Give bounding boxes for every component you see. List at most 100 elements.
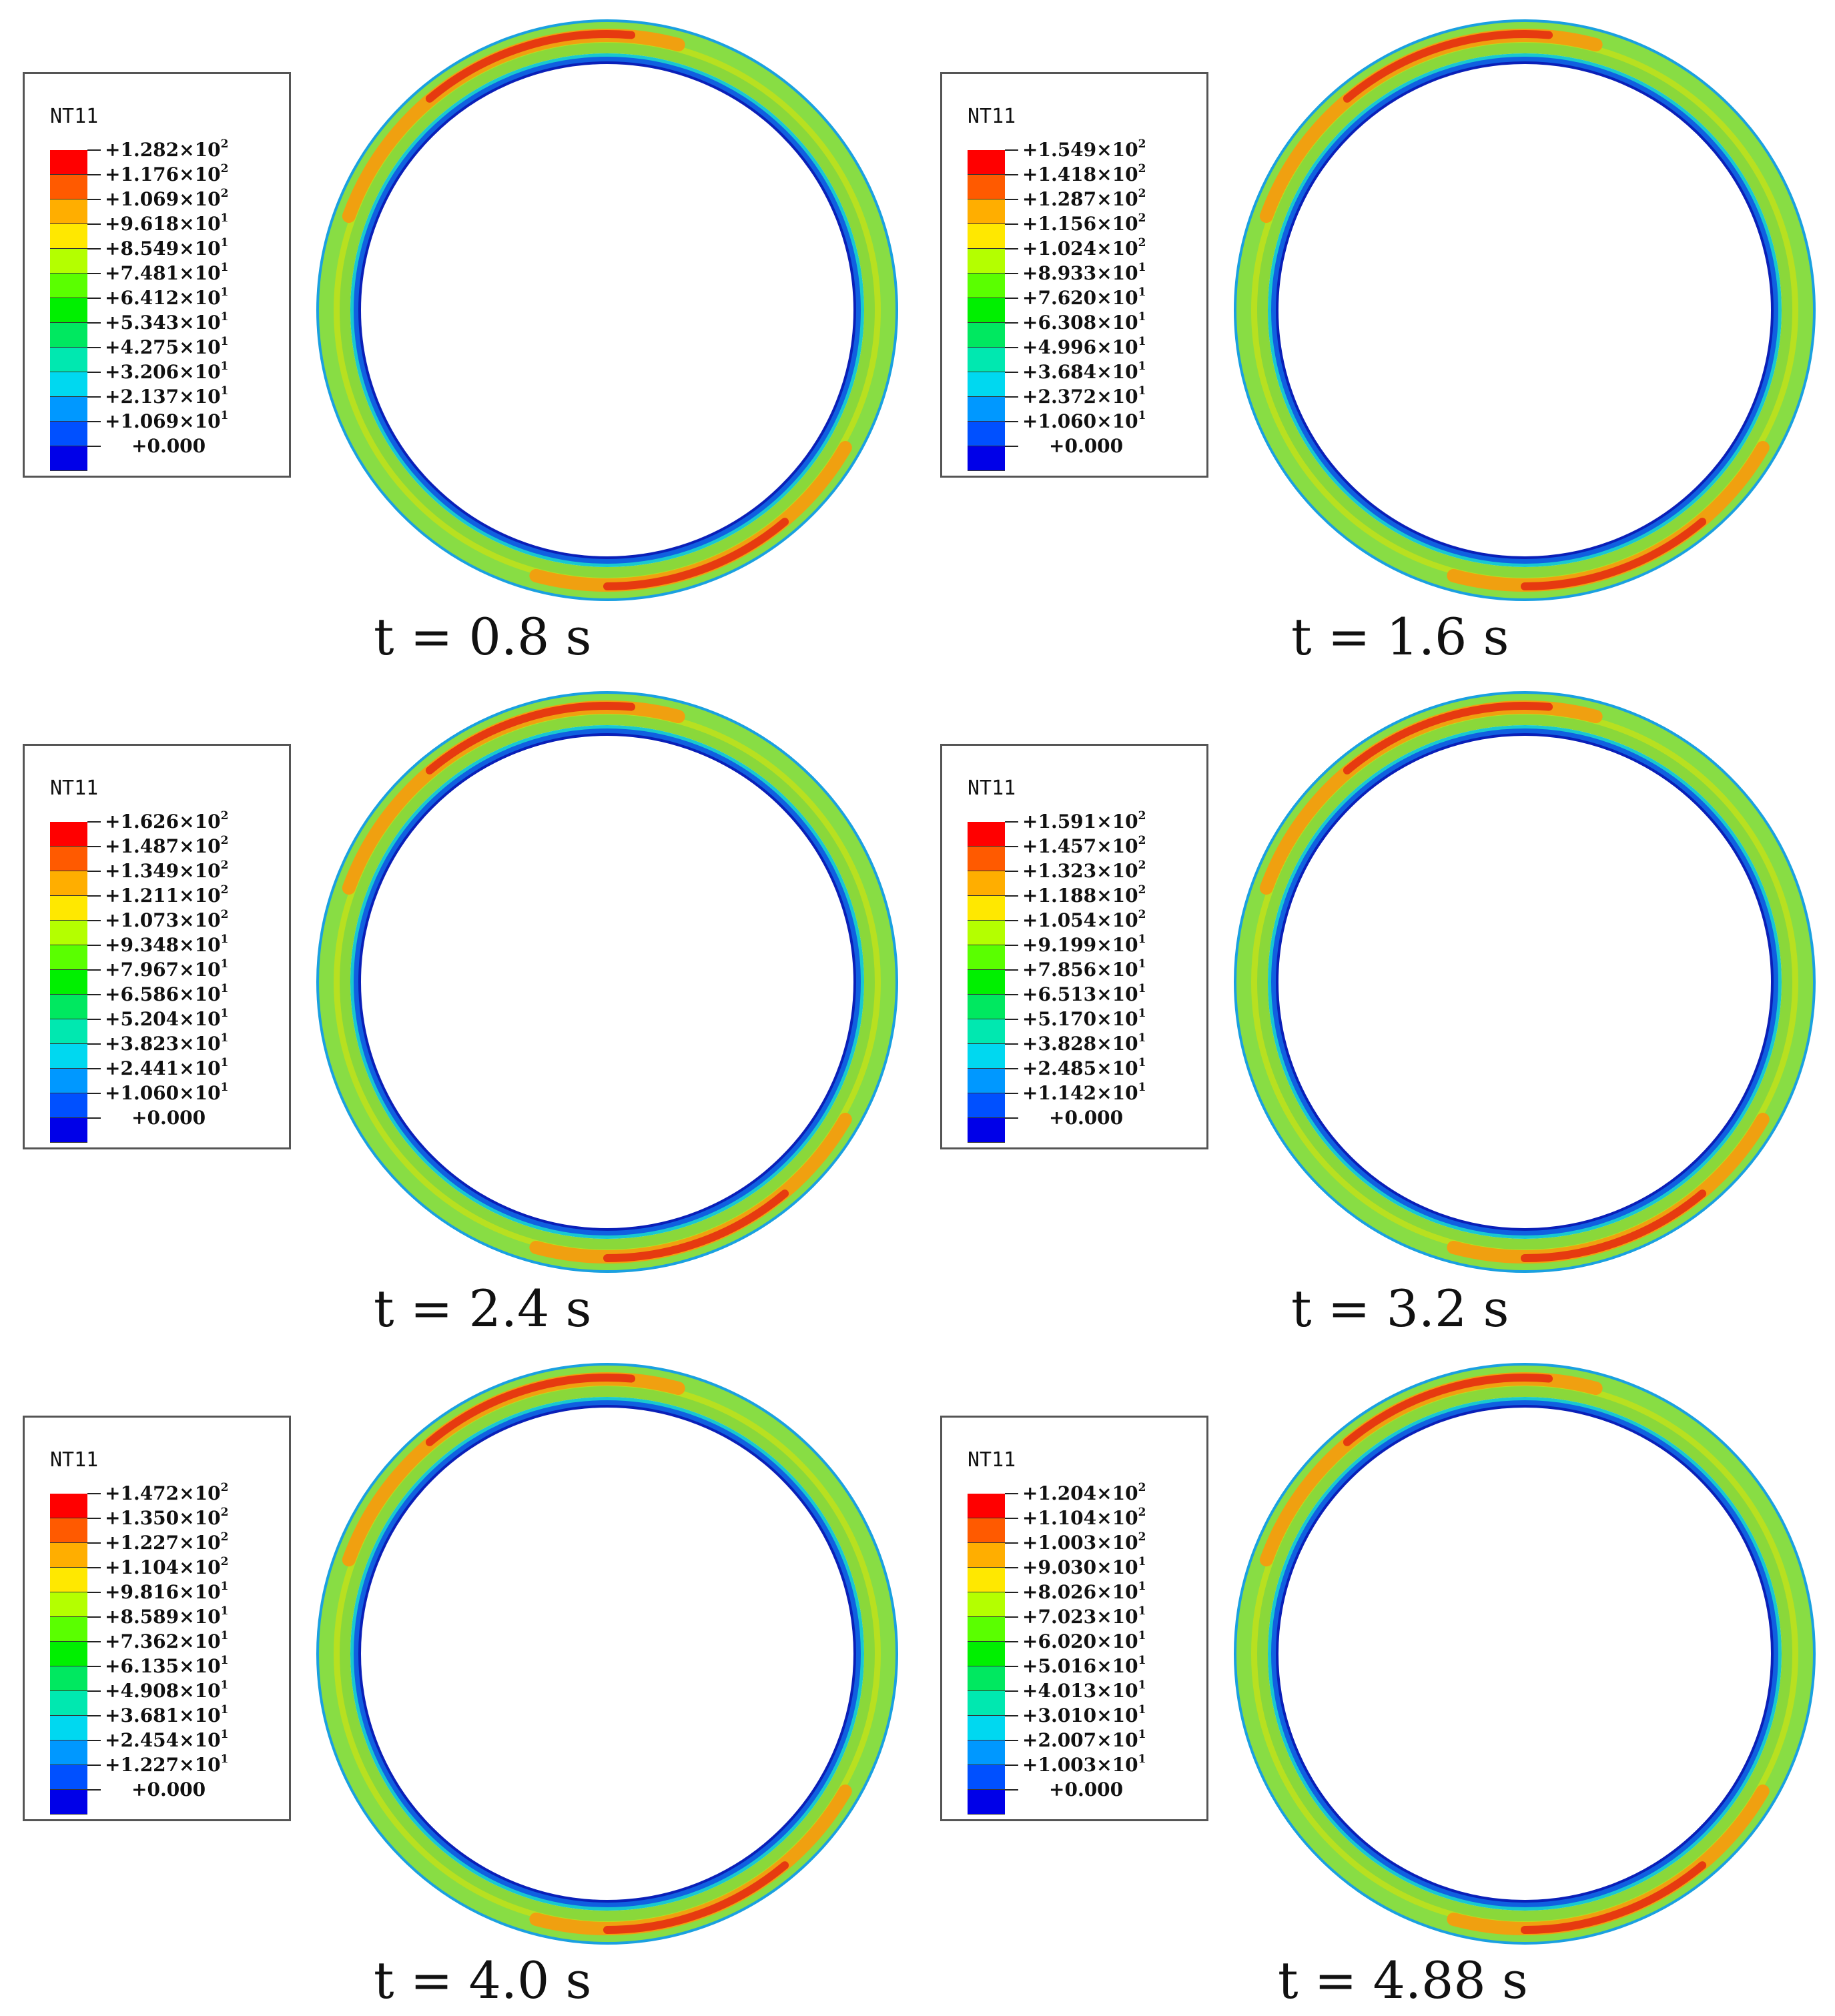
legend-swatch	[50, 1642, 87, 1666]
times-ten: ×10	[1096, 237, 1138, 260]
legend-mantissa: +0.000	[131, 435, 206, 457]
legend-value-label: +1.073×102	[105, 909, 228, 931]
legend-exponent: 1	[1138, 286, 1146, 299]
legend-exponent: 1	[1138, 1604, 1146, 1618]
legend-exponent: 1	[220, 1629, 229, 1642]
legend-exponent: 1	[1138, 1580, 1146, 1593]
legend-tick	[87, 969, 101, 971]
legend-swatch	[50, 372, 87, 397]
legend-exponent: 1	[220, 310, 229, 324]
times-ten: ×10	[1096, 1581, 1138, 1603]
legend-exponent: 1	[1138, 1629, 1146, 1642]
color-legend: NT11 +1.591×102 +1.457×102 +1.323×102 +1.188…	[940, 744, 1208, 1149]
legend-value-label: +1.024×102	[1022, 237, 1146, 260]
times-ten: ×10	[179, 1704, 221, 1726]
legend-exponent: 2	[220, 883, 229, 897]
legend-swatch	[50, 150, 87, 175]
legend-value-label: +1.204×102	[1022, 1482, 1146, 1504]
ring-inner-edge	[1276, 733, 1774, 1231]
legend-mantissa: +1.472	[105, 1482, 179, 1504]
legend-swatch	[50, 1691, 87, 1716]
legend-exponent: 1	[1138, 261, 1146, 274]
legend-mantissa: +1.204	[1022, 1482, 1097, 1504]
legend-value-label: +1.287×102	[1022, 188, 1146, 209]
legend-tick	[1005, 1068, 1018, 1069]
legend-color-bar	[50, 822, 87, 1143]
contour-panel: NT11 +1.626×102 +1.487×102 +1.349×102 +1.211…	[0, 672, 918, 1344]
legend-tick	[87, 174, 101, 175]
legend-mantissa: +7.620	[1022, 287, 1097, 309]
legend-exponent: 1	[1138, 957, 1146, 971]
times-ten: ×10	[1096, 262, 1138, 284]
legend-swatch	[50, 1543, 87, 1568]
legend-mantissa: +2.441	[105, 1057, 179, 1079]
legend-mantissa: +2.007	[1022, 1729, 1097, 1751]
times-ten: ×10	[179, 163, 221, 185]
legend-tick	[1005, 446, 1018, 447]
times-ten: ×10	[179, 909, 221, 931]
legend-value-label: +6.513×101	[1022, 982, 1146, 1005]
legend-exponent: 2	[220, 1481, 229, 1494]
ring-blue-band	[1271, 1400, 1778, 1907]
legend-exponent: 1	[1138, 1555, 1146, 1568]
legend-value-label: +3.206×101	[105, 360, 229, 383]
legend-exponent: 2	[1138, 162, 1146, 175]
legend-mantissa: +1.487	[105, 835, 179, 857]
legend-exponent: 1	[220, 261, 229, 274]
legend-tick	[1005, 1019, 1018, 1020]
legend-swatch	[50, 970, 87, 995]
legend-tick	[87, 1592, 101, 1593]
legend-swatch	[50, 921, 87, 945]
times-ten: ×10	[1096, 1704, 1138, 1726]
legend-tick	[87, 1518, 101, 1519]
ring-inner-edge	[358, 61, 856, 559]
legend-exponent: 2	[1138, 834, 1146, 847]
legend-swatch	[968, 372, 1005, 397]
legend-tick	[1005, 969, 1018, 971]
legend-swatch	[968, 921, 1005, 945]
legend-swatch	[50, 1790, 87, 1815]
legend-mantissa: +1.211	[105, 885, 179, 907]
times-ten: ×10	[1096, 959, 1138, 981]
legend-swatch	[50, 1093, 87, 1118]
legend-value-label: +4.013×101	[1022, 1680, 1146, 1702]
legend-swatch	[50, 847, 87, 871]
legend-value-label: +0.000	[1049, 436, 1123, 456]
legend-tick	[87, 396, 101, 398]
legend-swatch	[50, 323, 87, 348]
legend-exponent: 1	[220, 409, 229, 422]
legend-exponent: 2	[220, 1555, 229, 1568]
legend-exponent: 1	[220, 1081, 229, 1094]
legend-swatch	[50, 1568, 87, 1592]
legend-value-label: +7.967×101	[105, 959, 228, 980]
legend-value-label: +1.104×102	[1022, 1507, 1146, 1528]
hot-arc-lower-core	[603, 1861, 789, 1934]
legend-tick	[87, 895, 101, 897]
legend-swatch	[968, 1716, 1005, 1740]
legend-mantissa: +4.013	[1022, 1680, 1097, 1702]
legend-exponent: 2	[1138, 1530, 1146, 1544]
legend-exponent: 1	[1138, 982, 1146, 995]
legend-swatch	[968, 397, 1005, 422]
legend-mantissa: +1.418	[1022, 163, 1097, 185]
legend-tick	[1005, 372, 1018, 373]
ring-inner-green-band	[1257, 43, 1792, 578]
times-ten: ×10	[1096, 1754, 1138, 1776]
legend-tick	[1005, 1690, 1018, 1692]
legend-value-label: +9.030×101	[1022, 1555, 1146, 1578]
legend-tick	[1005, 273, 1018, 274]
legend-swatch	[50, 1518, 87, 1543]
legend-tick	[1005, 920, 1018, 921]
legend-mantissa: +1.073	[105, 909, 179, 931]
legend-swatch	[968, 224, 1005, 249]
legend-value-label: +2.007×101	[1022, 1729, 1146, 1751]
legend-value-label: +6.020×101	[1022, 1629, 1146, 1652]
legend-value-label: +1.350×102	[105, 1507, 228, 1528]
legend-exponent: 1	[220, 360, 229, 373]
ring-blue-band	[1271, 728, 1778, 1235]
legend-value-label: +1.227×102	[105, 1532, 228, 1553]
ring-cyan-band	[350, 1397, 864, 1911]
times-ten: ×10	[179, 1630, 221, 1652]
legend-mantissa: +3.206	[105, 361, 179, 383]
legend-exponent: 2	[220, 137, 229, 151]
